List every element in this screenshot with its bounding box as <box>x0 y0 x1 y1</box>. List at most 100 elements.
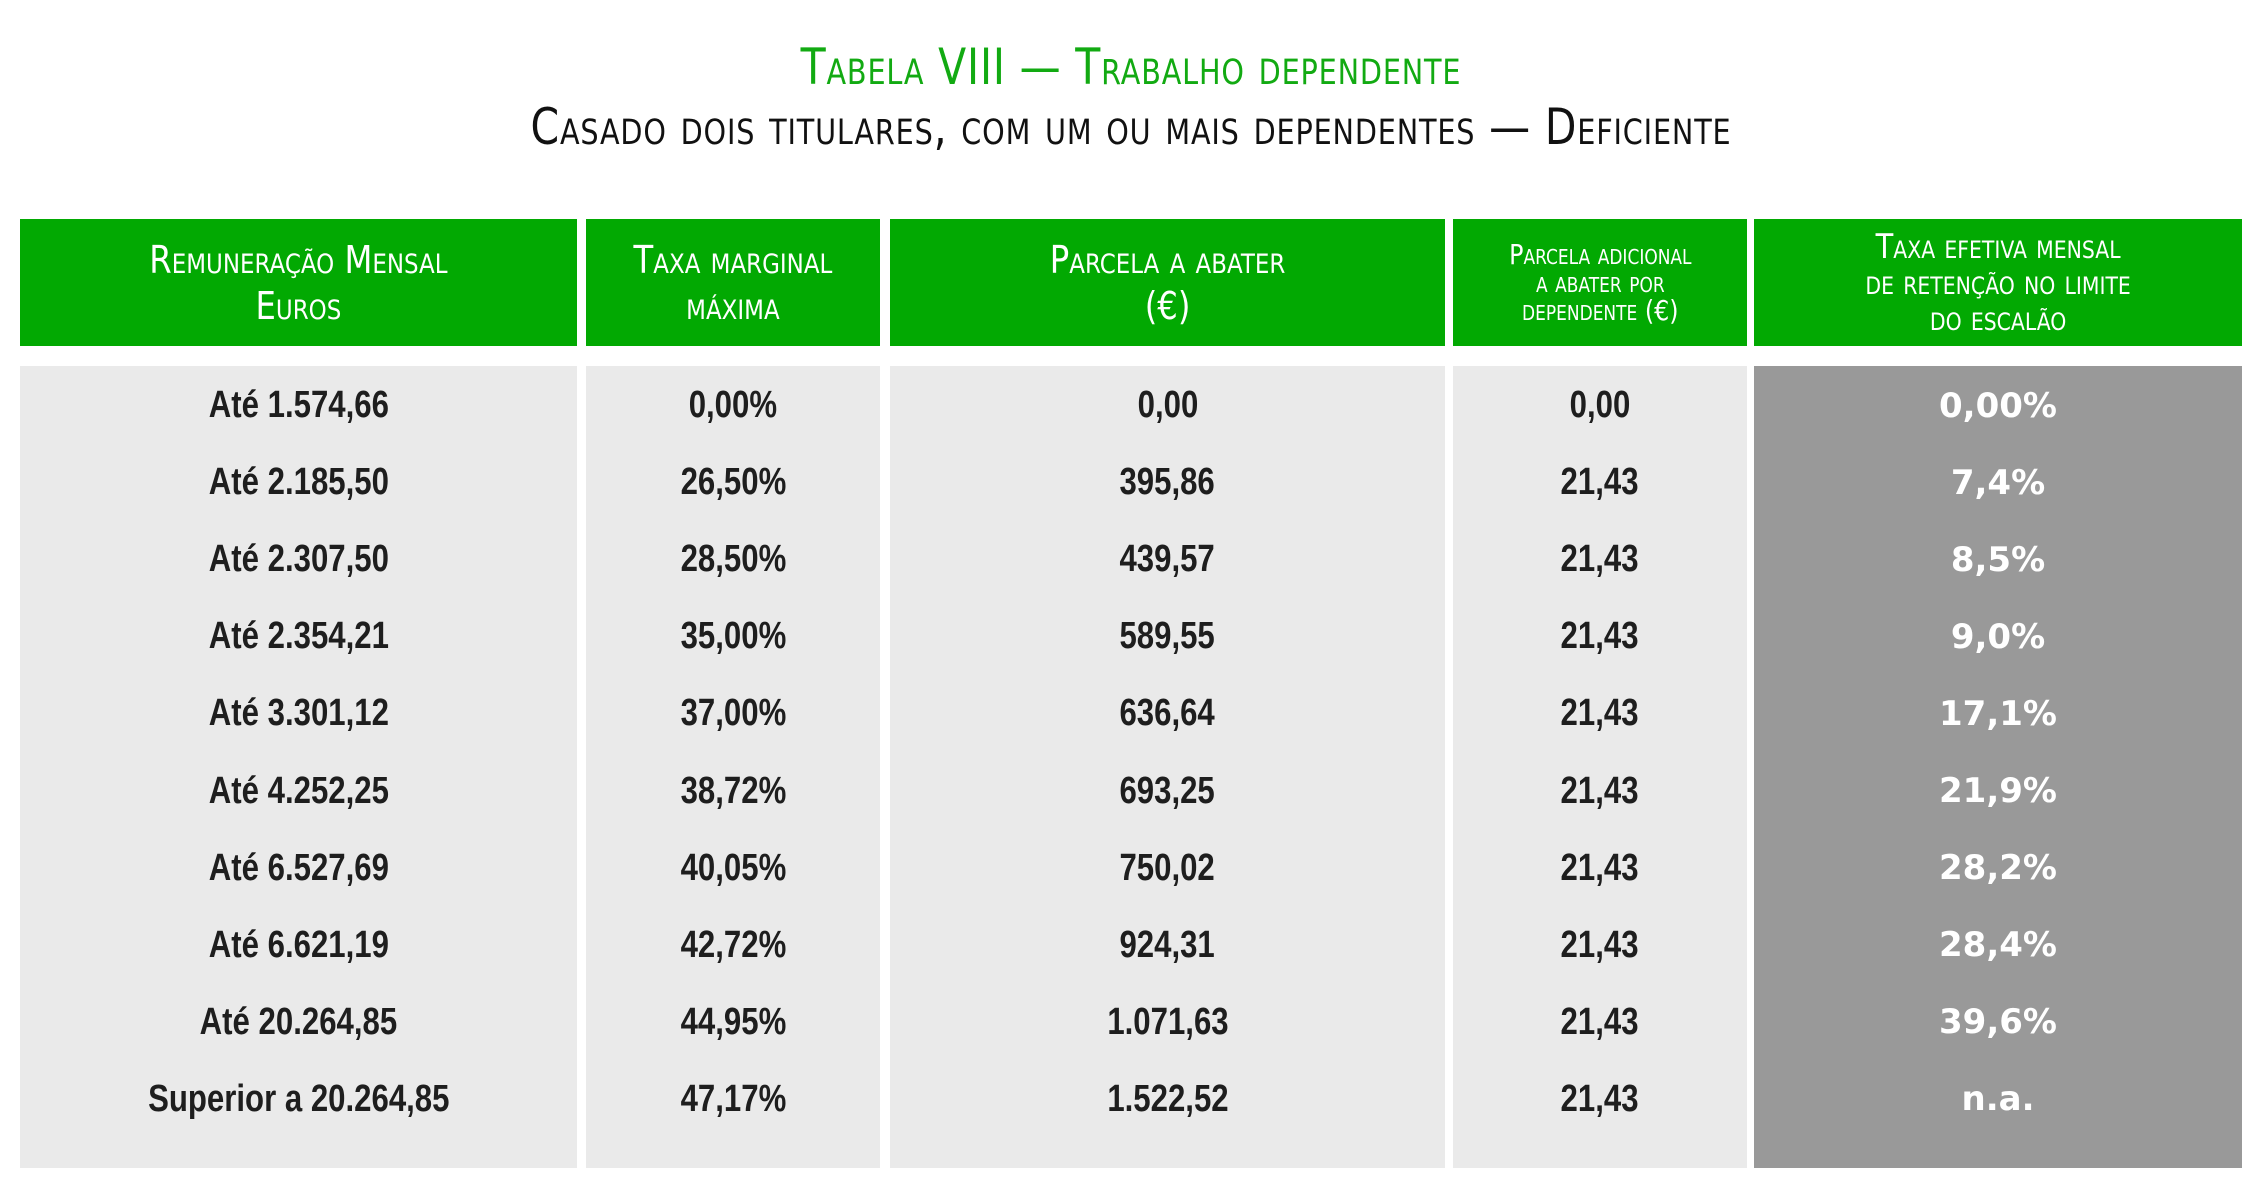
table-cell: 17,1% <box>1754 675 2242 752</box>
cell-value: 28,2% <box>1939 848 2057 889</box>
cell-value: Até 4.252,25 <box>208 769 389 812</box>
cell-value: Até 2.354,21 <box>208 615 389 658</box>
cell-value: 750,02 <box>1119 846 1216 889</box>
table-cell: 924,31 <box>890 907 1445 984</box>
cell-value: 21,43 <box>1561 461 1639 504</box>
cell-value: Até 6.527,69 <box>208 846 389 889</box>
table-cell: n.a. <box>1754 1061 2242 1138</box>
header-parcela-abater-label: Parcela a abater (€) <box>1049 237 1286 328</box>
cell-value: 395,86 <box>1119 461 1216 504</box>
table-cell: 28,50% <box>586 521 880 598</box>
cell-value: 7,4% <box>1950 462 2046 503</box>
cell-value: 589,55 <box>1119 615 1216 658</box>
table-cell: 21,9% <box>1754 753 2242 830</box>
header-taxa-marginal-label: Taxa marginal máxima <box>633 237 833 328</box>
table-cell: 26,50% <box>586 444 880 521</box>
table-cell: Até 3.301,12 <box>20 675 577 752</box>
table-cell: 28,2% <box>1754 830 2242 907</box>
cell-value: 40,05% <box>680 846 786 889</box>
cell-value: 693,25 <box>1119 769 1216 812</box>
cell-value: 0,00% <box>1939 385 2057 426</box>
cell-value: 0,00 <box>1137 384 1198 426</box>
cell-value: Até 20.264,85 <box>199 1000 398 1043</box>
table-cell: 0,00 <box>1453 367 1747 444</box>
cell-value: Até 1.574,66 <box>208 384 389 426</box>
table-cell: 21,43 <box>1453 444 1747 521</box>
cell-value: 21,43 <box>1561 769 1639 812</box>
header-taxa-marginal: Taxa marginal máxima <box>586 219 880 346</box>
table-cell: 28,4% <box>1754 907 2242 984</box>
cell-value: 21,43 <box>1561 538 1639 581</box>
table-cell: 21,43 <box>1453 830 1747 907</box>
cell-value: n.a. <box>1961 1079 2035 1120</box>
cell-value: 21,43 <box>1561 692 1639 735</box>
table-cell: 1.071,63 <box>890 984 1445 1061</box>
header-parcela-adicional-label: Parcela adicional a abater por dependent… <box>1508 237 1692 327</box>
column-taxa-marginal: 0,00% 26,50% 28,50% 35,00% 37,00% 38,72% 40,05… <box>586 366 880 1168</box>
table-cell: 395,86 <box>890 444 1445 521</box>
column-taxa-efetiva: 0,00% 7,4% 8,5% 9,0% 17,1% 21,9% 28,2% 28,4% 39,… <box>1754 366 2242 1168</box>
table-cell: 1.522,52 <box>890 1061 1445 1138</box>
table-cell: 8,5% <box>1754 521 2242 598</box>
table-cell: 750,02 <box>890 830 1445 907</box>
cell-value: 38,72% <box>680 769 786 812</box>
table-cell: 7,4% <box>1754 444 2242 521</box>
cell-value: 21,9% <box>1939 771 2057 811</box>
header-parcela-abater: Parcela a abater (€) <box>890 219 1445 346</box>
cell-value: 35,00% <box>680 615 786 658</box>
header-taxa-efetiva-label: Taxa efetiva mensal de retenção no limit… <box>1865 226 2131 339</box>
cell-value: Até 6.621,19 <box>208 923 389 966</box>
table-cell: 0,00% <box>586 367 880 444</box>
table-subtitle: Casado dois titulares, com um ou mais de… <box>530 98 1732 156</box>
table-cell: 21,43 <box>1453 753 1747 830</box>
table-cell: Até 6.527,69 <box>20 830 577 907</box>
cell-value: Superior a 20.264,85 <box>147 1077 450 1120</box>
table-cell: Até 2.307,50 <box>20 521 577 598</box>
cell-value: 21,43 <box>1561 923 1639 966</box>
cell-value: Até 3.301,12 <box>208 692 389 735</box>
column-parcela-abater: 0,00 395,86 439,57 589,55 636,64 693,25 750,02… <box>890 366 1445 1168</box>
table-cell: Até 6.621,19 <box>20 907 577 984</box>
cell-value: 47,17% <box>680 1077 786 1120</box>
cell-value: 17,1% <box>1939 693 2057 734</box>
cell-value: 636,64 <box>1119 692 1216 735</box>
table-cell: Até 1.574,66 <box>20 367 577 444</box>
header-taxa-efetiva: Taxa efetiva mensal de retenção no limit… <box>1754 219 2242 346</box>
header-parcela-adicional: Parcela adicional a abater por dependent… <box>1453 219 1747 346</box>
table-cell: 693,25 <box>890 753 1445 830</box>
table-cell: 439,57 <box>890 521 1445 598</box>
table-cell: 21,43 <box>1453 521 1747 598</box>
cell-value: 37,00% <box>680 692 786 735</box>
cell-value: 21,43 <box>1561 1077 1639 1120</box>
cell-value: 0,00 <box>1569 384 1631 426</box>
cell-value: 26,50% <box>680 461 786 504</box>
cell-value: Até 2.185,50 <box>208 461 389 504</box>
table-cell: 0,00 <box>890 367 1445 444</box>
table-cell: Até 4.252,25 <box>20 753 577 830</box>
table-cell: 21,43 <box>1453 675 1747 752</box>
table-cell: 37,00% <box>586 675 880 752</box>
cell-value: 21,43 <box>1561 846 1639 889</box>
table-cell: 44,95% <box>586 984 880 1061</box>
table-cell: 636,64 <box>890 675 1445 752</box>
table-cell: 38,72% <box>586 753 880 830</box>
cell-value: 0,00% <box>688 384 778 426</box>
table-cell: Superior a 20.264,85 <box>20 1061 577 1138</box>
cell-value: 39,6% <box>1939 1002 2057 1043</box>
table-cell: 21,43 <box>1453 907 1747 984</box>
table-cell: 39,6% <box>1754 984 2242 1061</box>
cell-value: 924,31 <box>1119 923 1216 966</box>
header-remuneracao-label: Remuneração Mensal Euros <box>149 237 448 328</box>
cell-value: 42,72% <box>680 923 786 966</box>
column-parcela-adicional: 0,00 21,43 21,43 21,43 21,43 21,43 21,43 21,43 2… <box>1453 366 1747 1168</box>
cell-value: Até 2.307,50 <box>208 538 389 581</box>
cell-value: 8,5% <box>1950 539 2046 580</box>
column-remuneracao: Até 1.574,66 Até 2.185,50 Até 2.307,50 Até … <box>20 366 577 1168</box>
table-cell: 21,43 <box>1453 598 1747 675</box>
table-cell: 40,05% <box>586 830 880 907</box>
table-cell: Até 20.264,85 <box>20 984 577 1061</box>
table-cell: Até 2.185,50 <box>20 444 577 521</box>
cell-value: 28,4% <box>1939 925 2057 966</box>
table-cell: Até 2.354,21 <box>20 598 577 675</box>
cell-value: 9,0% <box>1950 616 2046 657</box>
